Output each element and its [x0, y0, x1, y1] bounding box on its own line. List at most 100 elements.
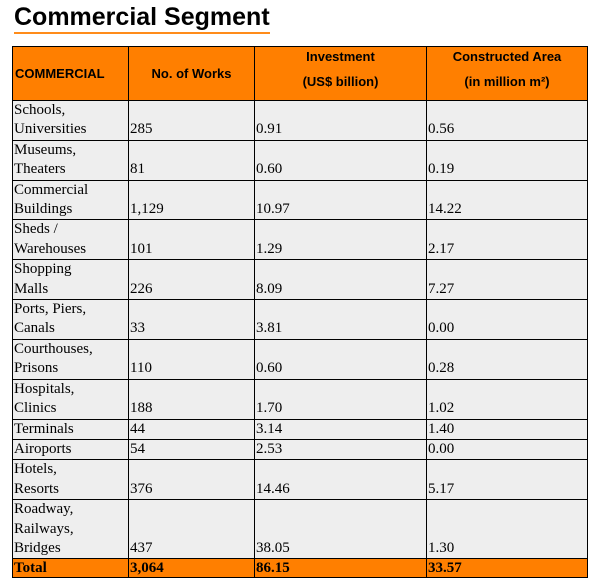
- row-works: 44: [128, 418, 255, 440]
- table-row: Shopping Malls 226 8.09 7.27: [12, 259, 588, 301]
- row-works: 285: [128, 100, 255, 141]
- category-text: Warehouses: [14, 240, 87, 257]
- row-works: 1,129: [128, 179, 255, 221]
- header-investment-unit: (US$ billion): [302, 74, 379, 89]
- table-body: Schools, Universities 285 0.91 0.56 Museums, T…: [12, 100, 588, 578]
- row-category: Commercial Buildings: [12, 179, 129, 221]
- row-category: Museums, Theaters: [12, 139, 129, 181]
- row-category: Airoports: [12, 438, 129, 461]
- row-investment: 3.14: [254, 418, 427, 440]
- row-category: Schools, Universities: [12, 100, 129, 141]
- table-row: Ports, Piers, Canals 33 3.81 0.00: [12, 299, 588, 340]
- row-investment: 3.81: [254, 299, 427, 340]
- row-investment: 8.09: [254, 259, 427, 301]
- row-category: Hospitals, Clinics: [12, 378, 129, 420]
- table-row: Commercial Buildings 1,129 10.97 14.22: [12, 179, 588, 221]
- table-row: Airoports 54 2.53 0.00: [12, 438, 588, 461]
- category-text: Ports, Piers,: [14, 301, 87, 318]
- row-category: Courthouses, Prisons: [12, 338, 129, 380]
- row-area: 5.17: [426, 459, 588, 501]
- row-category: Ports, Piers, Canals: [12, 299, 129, 340]
- table-row: Hospitals, Clinics 188 1.70 1.02: [12, 378, 588, 420]
- row-area: 0.00: [426, 438, 588, 461]
- row-investment: 10.97: [254, 179, 427, 221]
- table-row: Museums, Theaters 81 0.60 0.19: [12, 139, 588, 181]
- header-area-unit: (in million m²): [464, 74, 550, 89]
- row-area: 2.17: [426, 219, 588, 261]
- row-category: Sheds / Warehouses: [12, 219, 129, 261]
- category-text: Commercial: [14, 181, 89, 198]
- row-area: 0.28: [426, 338, 588, 380]
- row-area: 14.22: [426, 179, 588, 221]
- table-row: Courthouses, Prisons 110 0.60 0.28: [12, 338, 588, 380]
- category-text: Airoports: [14, 440, 72, 457]
- table-row: Sheds / Warehouses 101 1.29 2.17: [12, 219, 588, 261]
- row-investment: 2.53: [254, 438, 427, 461]
- row-area: 1.30: [426, 499, 588, 560]
- page-title: Commercial Segment: [14, 2, 270, 34]
- total-row: Total 3,064 86.15 33.57: [12, 558, 588, 578]
- row-investment: 0.60: [254, 338, 427, 380]
- row-area: 7.27: [426, 259, 588, 301]
- row-area: 0.56: [426, 100, 588, 141]
- row-works: 110: [128, 338, 255, 380]
- category-text: Buildings: [14, 201, 73, 218]
- row-works: 54: [128, 438, 255, 461]
- header-area-title: Constructed Area: [452, 49, 562, 64]
- category-text: Resorts: [14, 480, 59, 497]
- category-text: Prisons: [14, 360, 59, 377]
- row-area: 0.19: [426, 139, 588, 181]
- row-category: Hotels, Resorts: [12, 459, 129, 501]
- row-category: Terminals: [12, 418, 129, 440]
- header-commercial: COMMERCIAL: [12, 46, 129, 101]
- category-text: Roadway,: [14, 501, 74, 518]
- row-investment: 14.46: [254, 459, 427, 501]
- category-text: Hotels,: [14, 461, 57, 478]
- commercial-segment-table: COMMERCIAL No. of Works Investment (US$ …: [12, 46, 588, 578]
- row-category: Shopping Malls: [12, 259, 129, 301]
- row-category: Roadway, Railways, Bridges: [12, 499, 129, 560]
- category-text: Courthouses,: [14, 340, 93, 357]
- total-label: Total: [12, 558, 129, 578]
- row-area: 0.00: [426, 299, 588, 340]
- table-row: Roadway, Railways, Bridges 437 38.05 1.30: [12, 499, 588, 560]
- row-investment: 1.29: [254, 219, 427, 261]
- row-investment: 0.91: [254, 100, 427, 141]
- row-works: 81: [128, 139, 255, 181]
- table-row: Terminals 44 3.14 1.40: [12, 418, 588, 440]
- category-text: Canals: [14, 320, 55, 337]
- header-investment-title: Investment: [306, 49, 375, 64]
- category-text: Railways,: [14, 520, 74, 537]
- category-text: Clinics: [14, 400, 57, 417]
- row-investment: 38.05: [254, 499, 427, 560]
- row-investment: 1.70: [254, 378, 427, 420]
- category-text: Malls: [14, 280, 49, 297]
- category-text: Shopping: [14, 261, 72, 278]
- row-works: 376: [128, 459, 255, 501]
- table-row: Hotels, Resorts 376 14.46 5.17: [12, 459, 588, 501]
- category-text: Museums,: [14, 141, 77, 158]
- category-text: Bridges: [14, 539, 61, 556]
- row-area: 1.02: [426, 378, 588, 420]
- row-area: 1.40: [426, 418, 588, 440]
- header-investment: Investment (US$ billion): [254, 46, 427, 101]
- category-text: Hospitals,: [14, 380, 75, 397]
- category-text: Sheds /: [14, 221, 58, 238]
- category-text: Universities: [14, 121, 87, 138]
- total-works: 3,064: [128, 558, 255, 578]
- row-works: 101: [128, 219, 255, 261]
- row-investment: 0.60: [254, 139, 427, 181]
- header-works: No. of Works: [128, 46, 255, 101]
- row-works: 188: [128, 378, 255, 420]
- row-works: 33: [128, 299, 255, 340]
- row-works: 437: [128, 499, 255, 560]
- category-text: Theaters: [14, 161, 66, 178]
- table-row: Schools, Universities 285 0.91 0.56: [12, 100, 588, 141]
- row-works: 226: [128, 259, 255, 301]
- category-text: Terminals: [14, 420, 74, 437]
- category-text: Schools,: [14, 102, 66, 118]
- total-area: 33.57: [426, 558, 588, 578]
- total-investment: 86.15: [254, 558, 427, 578]
- header-row: COMMERCIAL No. of Works Investment (US$ …: [12, 46, 588, 101]
- header-area: Constructed Area (in million m²): [426, 46, 588, 101]
